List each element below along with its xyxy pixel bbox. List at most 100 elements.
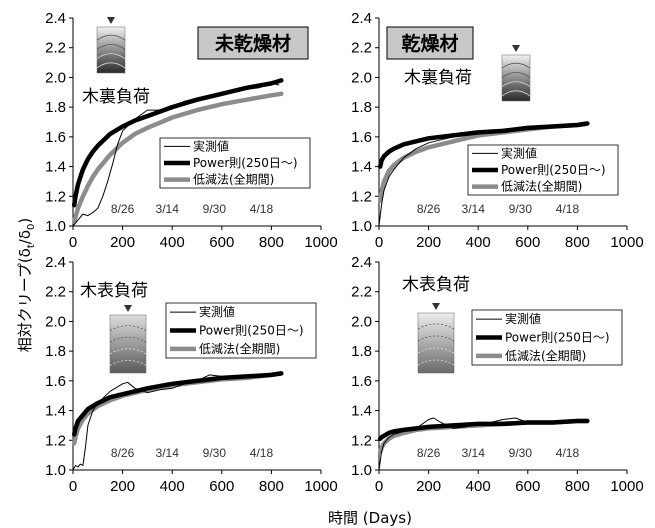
- y-tick-label: 1.6: [45, 129, 66, 146]
- growth-ring-line: [501, 72, 531, 78]
- legend-label: 低減法(全期間): [505, 348, 586, 363]
- x-tick-label: 600: [209, 478, 234, 495]
- y-axis-label-sub-t: t: [26, 244, 37, 248]
- panel-top-right: 1.0 1.2 1.4 1.6 1.8 2.0 2.2 2.4 0 200 400 600 800 100…: [351, 10, 644, 251]
- y-tick-label: 2.4: [351, 254, 372, 271]
- x-tick-label: 1000: [304, 234, 337, 251]
- y-tick-label: 1.4: [351, 159, 372, 176]
- x-tick-label: 200: [110, 234, 135, 251]
- load-label: 木表負荷: [402, 275, 470, 295]
- x-tick-label: 800: [565, 478, 590, 495]
- x-tick-label: 0: [375, 234, 383, 251]
- x-tick-label: 1000: [610, 234, 643, 251]
- load-arrow-icon: [124, 305, 132, 312]
- x-tick-label: 800: [259, 234, 284, 251]
- x-tick-label: 1000: [610, 478, 643, 495]
- series-line-power: [377, 418, 590, 442]
- growth-ring-line: [501, 81, 531, 87]
- legend-label: Power則(250日～): [199, 324, 304, 338]
- legend-label: 実測値: [501, 145, 537, 160]
- panel-bottom-right: 1.0 1.2 1.4 1.6 1.8 2.0 2.2 2.4 0 200 400 600 800 100…: [351, 254, 644, 495]
- x-tick-label: 400: [160, 234, 185, 251]
- legend-label: Power則(250日～): [505, 331, 610, 345]
- date-label: 4/18: [556, 202, 580, 216]
- panel-title-box: [197, 26, 309, 60]
- y-tick-label: 1.0: [351, 462, 372, 479]
- legend: 実測値 Power則(250日～) 低減法(全期間): [165, 302, 317, 359]
- y-tick-label: 2.0: [351, 69, 372, 86]
- y-tick-label: 1.8: [351, 343, 372, 360]
- specimen-section-icon: [417, 303, 455, 374]
- load-arrow-icon: [432, 303, 440, 310]
- date-label: 3/14: [462, 202, 486, 216]
- y-tick-label: 1.4: [45, 403, 66, 420]
- panel-bottom-left: 1.0 1.2 1.4 1.6 1.8 2.0 2.2 2.4 0 200 400 600 800 100…: [45, 254, 338, 495]
- x-tick-label: 200: [416, 234, 441, 251]
- y-tick-label: 2.4: [45, 10, 66, 27]
- y-tick-label: 1.4: [45, 159, 66, 176]
- x-tick-label: 800: [259, 478, 284, 495]
- legend-label: 低減法(全期間): [193, 172, 274, 187]
- legend: 実測値 Power則(250日～) 低減法(全期間): [467, 144, 619, 196]
- y-tick-label: 1.8: [45, 99, 66, 116]
- date-label: 9/30: [509, 446, 533, 460]
- y-axis-label-sub-0: 0: [26, 224, 37, 230]
- panel-title: 未乾燥材: [214, 32, 291, 55]
- y-tick-label: 1.0: [45, 462, 66, 479]
- y-tick-label: 1.4: [351, 403, 372, 420]
- y-tick-label: 1.0: [45, 218, 66, 235]
- date-label: 8/26: [417, 446, 441, 460]
- y-tick-label: 1.2: [351, 188, 372, 205]
- y-tick-label: 2.4: [351, 10, 372, 27]
- legend-label: 実測値: [193, 138, 229, 153]
- specimen-section-icon: [96, 17, 126, 74]
- y-tick-label: 1.6: [351, 373, 372, 390]
- x-tick-label: 0: [375, 478, 383, 495]
- date-label: 9/30: [509, 202, 533, 216]
- x-axis-label: 時間 (Days): [328, 509, 412, 527]
- date-label: 3/14: [156, 446, 180, 460]
- growth-ring-line: [96, 34, 126, 41]
- y-axis-label-main: 相対クリープ(δ: [16, 248, 34, 352]
- y-tick-label: 1.6: [351, 129, 372, 146]
- x-tick-label: 200: [416, 478, 441, 495]
- x-tick-label: 400: [160, 478, 185, 495]
- specimen-section-shape: [109, 314, 147, 374]
- x-tick-label: 0: [69, 478, 77, 495]
- legend: 実測値 Power則(250日～) 低減法(全期間): [159, 137, 311, 189]
- x-tick-label: 0: [69, 234, 77, 251]
- date-label: 4/18: [556, 446, 580, 460]
- panel-title-box: [386, 26, 474, 60]
- date-label: 8/26: [111, 202, 135, 216]
- y-tick-label: 2.4: [45, 254, 66, 271]
- load-arrow-icon: [512, 45, 520, 52]
- specimen-section-shape: [501, 54, 531, 102]
- y-tick-label: 1.2: [351, 432, 372, 449]
- date-label: 8/26: [111, 446, 135, 460]
- growth-ring-line: [501, 62, 531, 69]
- series-line-measured: [72, 372, 280, 471]
- series-line-measured: [72, 82, 280, 227]
- load-label: 木表負荷: [80, 281, 148, 301]
- x-tick-label: 1000: [304, 478, 337, 495]
- y-tick-label: 1.2: [45, 188, 66, 205]
- y-tick-label: 2.0: [351, 313, 372, 330]
- legend-label: 低減法(全期間): [501, 179, 582, 194]
- panel-title: 乾燥材: [401, 32, 458, 55]
- x-tick-label: 600: [515, 478, 540, 495]
- y-tick-label: 2.2: [45, 284, 66, 301]
- legend: 実測値 Power則(250日～) 低減法(全期間): [471, 309, 623, 366]
- growth-ring-line: [96, 62, 126, 69]
- specimen-section-shape: [417, 312, 455, 374]
- legend-label: 低減法(全期間): [199, 341, 280, 356]
- date-label: 8/26: [417, 202, 441, 216]
- load-label: 木裏負荷: [404, 67, 472, 88]
- y-tick-label: 1.2: [45, 432, 66, 449]
- legend-label: Power則(250日～): [501, 163, 606, 177]
- growth-ring-line: [96, 44, 126, 50]
- y-axis-label-close: ): [16, 218, 34, 224]
- series-line-measured: [378, 417, 586, 471]
- specimen-section-icon: [109, 305, 147, 374]
- specimen-section-icon: [501, 45, 531, 102]
